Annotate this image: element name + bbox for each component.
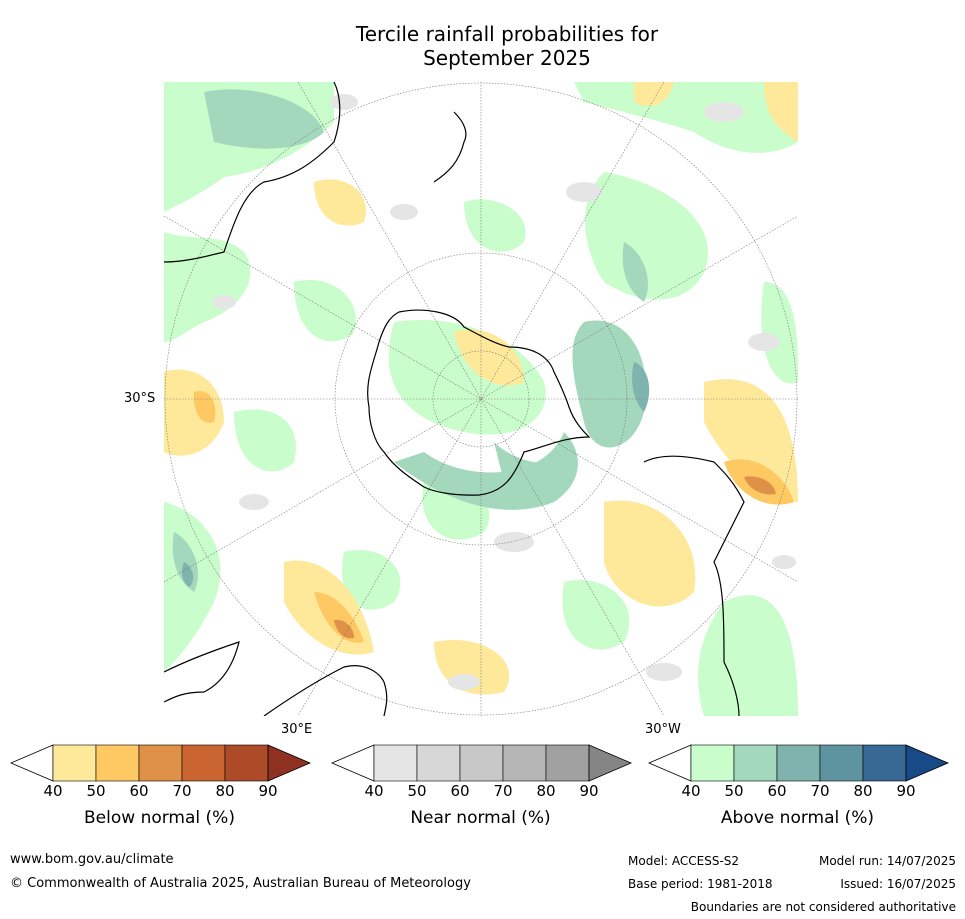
graticule	[164, 82, 798, 716]
above-colorbar-tick: 90	[896, 782, 916, 800]
below-colorbar-min-triangle	[10, 744, 54, 782]
near-colorbar-min-triangle	[331, 744, 375, 782]
near-colorbar-tick: 60	[450, 782, 470, 800]
above-colorbar-tick: 70	[810, 782, 830, 800]
near-colorbar-tick: 50	[407, 782, 427, 800]
above-colorbar-segment	[776, 744, 821, 782]
above-colorbar-segment	[819, 744, 864, 782]
above-normal-darker	[181, 362, 650, 587]
below-normal-darker	[334, 476, 776, 639]
footer-issued: Issued: 16/07/2025	[840, 877, 956, 891]
below-colorbar-segment	[138, 744, 183, 782]
footer-url: www.bom.gov.au/climate	[10, 852, 174, 867]
above-colorbar-tick: 50	[724, 782, 744, 800]
near-colorbar-tick: 70	[493, 782, 513, 800]
footer-model-run: Model run: 14/07/2025	[818, 854, 956, 868]
footer-model: Model: ACCESS-S2	[628, 854, 740, 868]
lon-label-30w: 30°W	[645, 722, 681, 737]
below-colorbar-tick: 90	[258, 782, 278, 800]
near-colorbar-segment	[502, 744, 547, 782]
below-colorbar-tick: 80	[215, 782, 235, 800]
footer-disclaimer: Boundaries are not considered authoritat…	[690, 900, 956, 914]
lat-label-30s: 30°S	[124, 391, 156, 406]
near-colorbar-tick: 90	[579, 782, 599, 800]
title-line-1: Tercile rainfall probabilities for	[355, 22, 659, 46]
near-colorbar-tick: 40	[364, 782, 384, 800]
probability-map	[164, 82, 798, 716]
below-colorbar-segment	[224, 744, 269, 782]
above-colorbar-segment	[690, 744, 735, 782]
above-colorbar-tick: 80	[853, 782, 873, 800]
below-colorbar-segment	[95, 744, 140, 782]
below-colorbar-tick: 70	[172, 782, 192, 800]
above-colorbar-tick: 40	[681, 782, 701, 800]
above-colorbar-min-triangle	[648, 744, 692, 782]
near-colorbar-label: Near normal (%)	[410, 808, 551, 828]
below-colorbar	[10, 744, 311, 782]
above-colorbar-tick: 60	[767, 782, 787, 800]
near-normal-regions	[212, 94, 796, 690]
below-colorbar-tick: 60	[129, 782, 149, 800]
lon-label-30e: 30°E	[281, 722, 313, 737]
title-line-2: September 2025	[423, 46, 591, 70]
below-colorbar-segment	[52, 744, 97, 782]
above-colorbar-label: Above normal (%)	[720, 808, 875, 828]
below-colorbar-label: Below normal (%)	[84, 808, 235, 828]
above-colorbar	[648, 744, 949, 782]
below-colorbar-max-triangle	[267, 744, 311, 782]
above-normal-strong	[172, 89, 648, 592]
near-colorbar-segment	[373, 744, 418, 782]
below-normal-regions	[164, 82, 798, 695]
footer-copyright: © Commonwealth of Australia 2025, Austra…	[10, 876, 471, 891]
below-colorbar-segment	[181, 744, 226, 782]
near-colorbar-segment	[545, 744, 590, 782]
coastlines	[164, 82, 745, 716]
below-colorbar-tick: 50	[86, 782, 106, 800]
footer-base-period: Base period: 1981-2018	[628, 877, 773, 891]
above-colorbar-max-triangle	[905, 744, 949, 782]
near-colorbar	[331, 744, 632, 782]
above-colorbar-segment	[862, 744, 907, 782]
near-colorbar-max-triangle	[588, 744, 632, 782]
near-colorbar-segment	[416, 744, 461, 782]
below-colorbar-tick: 40	[43, 782, 63, 800]
map-title: Tercile rainfall probabilities for Septe…	[0, 22, 965, 70]
above-colorbar-segment	[733, 744, 778, 782]
near-colorbar-segment	[459, 744, 504, 782]
near-colorbar-tick: 80	[536, 782, 556, 800]
